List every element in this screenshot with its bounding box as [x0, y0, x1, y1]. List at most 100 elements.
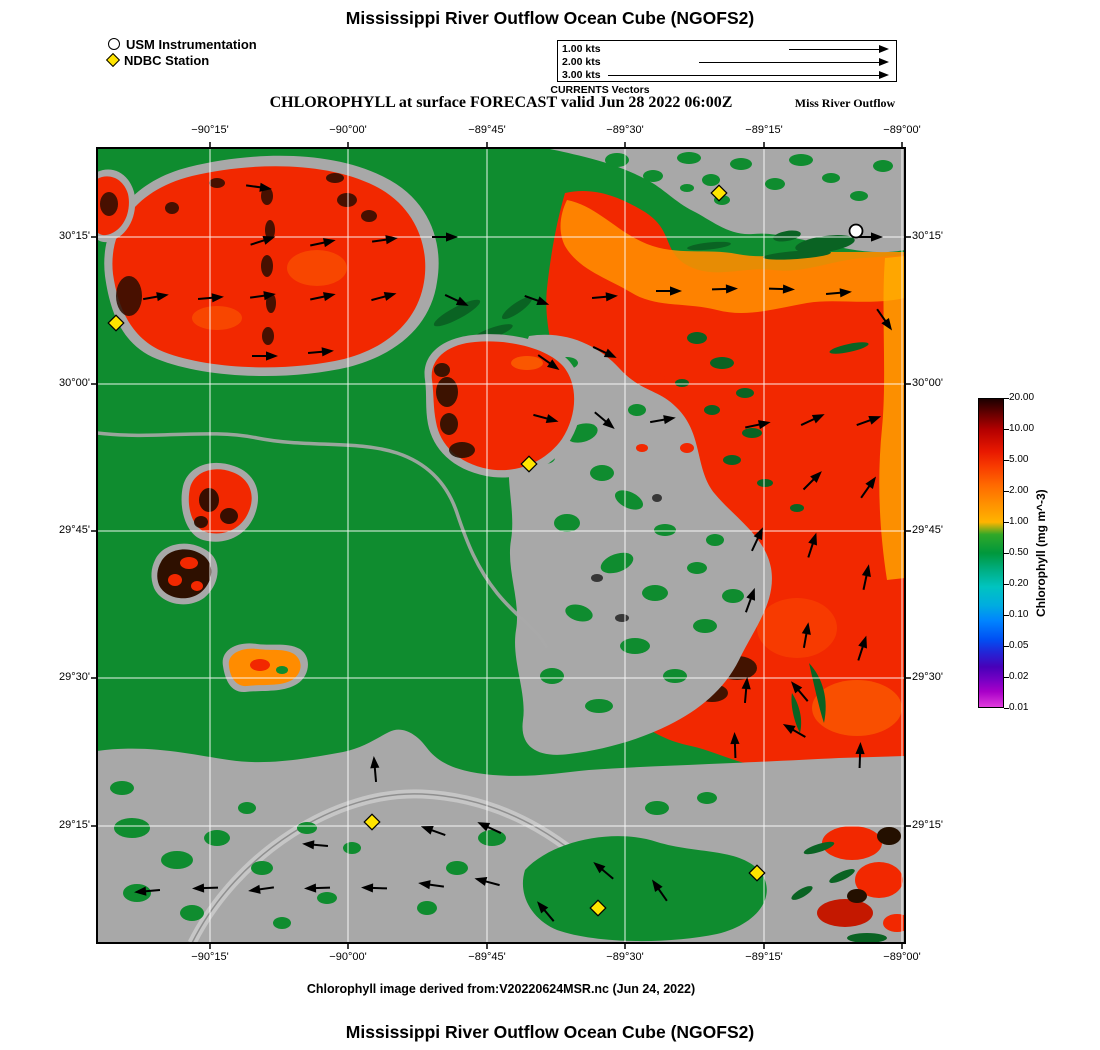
axis-tick-label: 0.10	[1009, 609, 1029, 620]
current-vector-arrow	[768, 284, 795, 294]
vector-scale-label-2: 2.00 kts	[562, 56, 601, 68]
current-vector-arrow	[656, 286, 682, 296]
colorbar-tick	[1004, 584, 1009, 586]
map-frame	[96, 147, 906, 944]
axis-tick-label: 29°45'	[59, 524, 90, 536]
current-vector-arrow	[802, 471, 822, 491]
axis-ticks	[91, 142, 911, 949]
current-vector-arrow	[801, 622, 811, 648]
current-vector-arrow	[304, 883, 331, 893]
current-vector-arrow	[477, 822, 502, 834]
current-vector-arrow	[741, 677, 751, 704]
current-vector-arrow	[594, 411, 615, 429]
axis-tick-label: −89°15'	[745, 951, 783, 963]
graticule	[97, 148, 905, 943]
current-vector-arrow	[371, 292, 397, 302]
vector-scale-label-3: 3.00 kts	[562, 69, 601, 81]
vector-arrowhead-icon	[879, 57, 889, 66]
pontchartrain-dark-patches	[116, 173, 377, 345]
axis-tick-label: 0.02	[1009, 671, 1029, 682]
ndbc-station-marker	[748, 864, 766, 882]
station-markers	[107, 184, 864, 917]
vector-scale-line-2	[699, 62, 880, 63]
current-vector-arrow	[370, 756, 380, 783]
ndbc-station-marker	[107, 314, 125, 332]
current-vector-arrow	[302, 840, 329, 850]
axis-tick-label: −90°00'	[329, 124, 367, 136]
ndbc-station-marker	[589, 899, 607, 917]
axis-tick-label: 29°30'	[912, 671, 943, 683]
axis-tick-label: −89°00'	[883, 124, 921, 136]
current-vector-arrow	[245, 182, 272, 192]
forecast-subtitle: CHLOROPHYLL at surface FORECAST valid Ju…	[269, 94, 733, 111]
axis-tick-label: 2.00	[1009, 485, 1029, 496]
south-delta-region	[97, 729, 905, 943]
ndbc-station-marker	[710, 184, 728, 202]
current-vector-arrow	[537, 901, 555, 922]
coast-green-patches	[605, 152, 893, 205]
axis-tick-label: −89°30'	[606, 951, 644, 963]
current-vector-arrow	[249, 291, 276, 301]
pond-red-patches	[168, 557, 203, 591]
current-vector-arrow	[800, 414, 825, 426]
colorbar	[978, 398, 1004, 708]
current-vector-arrow	[744, 587, 756, 613]
vector-scale-label-1: 1.00 kts	[562, 43, 601, 55]
axis-tick-label: −90°00'	[329, 951, 367, 963]
current-vector-arrow	[537, 354, 560, 371]
axis-tick-label: 29°30'	[59, 671, 90, 683]
axis-tick-label: 29°15'	[912, 819, 943, 831]
ndbc-diamond-icon	[105, 52, 121, 68]
axis-tick-label: 30°15'	[912, 230, 943, 242]
map-canvas	[91, 142, 911, 949]
current-vector-arrow	[650, 415, 676, 425]
current-vector-arrow	[861, 564, 871, 590]
current-vector-arrow	[857, 232, 883, 242]
current-vector-arrow	[420, 825, 446, 837]
vector-scale-row-2: 2.00 kts	[558, 56, 896, 69]
colorbar-tick	[1004, 553, 1009, 555]
figure-title-bottom: Mississippi River Outflow Ocean Cube (NG…	[345, 1022, 755, 1042]
current-vector-arrow	[730, 732, 740, 759]
delta-east-chl-patches	[791, 826, 905, 943]
usm-station-marker	[848, 223, 864, 239]
colorbar-tick	[1004, 615, 1009, 617]
current-vector-arrow	[591, 292, 618, 302]
vector-scale-line-3	[608, 75, 880, 76]
current-vector-arrow	[192, 883, 219, 893]
axis-tick-label: −90°15'	[191, 124, 229, 136]
colorbar-tick	[1004, 491, 1009, 493]
usm-legend-row: USM Instrumentation	[108, 36, 257, 52]
current-vector-arrow	[855, 742, 865, 769]
current-vector-arrow	[252, 351, 278, 361]
delta-green-marsh	[522, 836, 767, 942]
current-vector-arrow	[592, 346, 617, 358]
current-vector-arrow	[593, 862, 614, 880]
marsh-red-specks	[636, 373, 694, 453]
axis-tick-label: 0.05	[1009, 640, 1029, 651]
current-vector-arrow	[860, 476, 877, 499]
vector-arrowhead-icon	[879, 44, 889, 53]
current-vector-arrow	[651, 879, 668, 902]
current-vector-arrow	[857, 635, 867, 661]
current-vector-arrow	[791, 681, 809, 702]
current-vector-arrow	[474, 877, 500, 887]
vector-scale-row-3: 3.00 kts	[558, 69, 896, 82]
axis-tick-label: −89°45'	[468, 951, 506, 963]
vector-scale-caption: CURRENTS Vectors	[550, 84, 650, 96]
vector-scale-box: 1.00 kts 2.00 kts 3.00 kts	[557, 40, 897, 82]
axis-tick-label: −89°45'	[468, 124, 506, 136]
current-vector-arrow	[248, 884, 275, 894]
colorbar-tick	[1004, 429, 1009, 431]
symbol-legend: USM Instrumentation NDBC Station	[105, 36, 257, 68]
north-coast-region	[545, 148, 905, 253]
ndbc-station-marker	[363, 813, 381, 831]
current-vector-arrow	[876, 308, 893, 331]
axis-tick-label: 5.00	[1009, 454, 1029, 465]
usm-circle-icon	[108, 38, 120, 50]
axis-tick-label: 1.00	[1009, 516, 1029, 527]
current-vector-arrow	[533, 413, 559, 423]
axis-tick-label: 0.01	[1009, 702, 1029, 713]
axis-tick-label: 30°00'	[912, 377, 943, 389]
